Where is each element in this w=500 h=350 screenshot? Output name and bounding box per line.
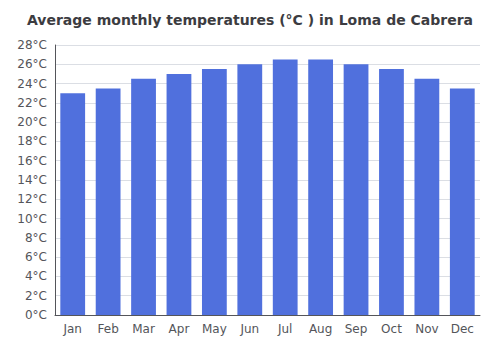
- svg-text:20°C: 20°C: [17, 115, 47, 129]
- svg-text:Dec: Dec: [451, 322, 474, 336]
- svg-text:Jan: Jan: [62, 322, 82, 336]
- svg-text:24°C: 24°C: [17, 77, 47, 91]
- svg-text:Sep: Sep: [345, 322, 368, 336]
- svg-text:26°C: 26°C: [17, 57, 47, 71]
- svg-text:4°C: 4°C: [25, 269, 47, 283]
- svg-text:Jul: Jul: [277, 322, 292, 336]
- svg-text:Feb: Feb: [98, 322, 119, 336]
- svg-text:10°C: 10°C: [17, 212, 47, 226]
- svg-text:Nov: Nov: [415, 322, 438, 336]
- svg-text:6°C: 6°C: [25, 250, 47, 264]
- svg-text:May: May: [202, 322, 227, 336]
- svg-text:Apr: Apr: [169, 322, 190, 336]
- svg-text:28°C: 28°C: [17, 38, 47, 52]
- svg-text:Oct: Oct: [381, 322, 402, 336]
- svg-text:Mar: Mar: [132, 322, 155, 336]
- svg-text:16°C: 16°C: [17, 154, 47, 168]
- svg-text:0°C: 0°C: [25, 308, 47, 322]
- svg-text:18°C: 18°C: [17, 134, 47, 148]
- svg-text:8°C: 8°C: [25, 231, 47, 245]
- svg-text:2°C: 2°C: [25, 289, 47, 303]
- svg-text:Aug: Aug: [309, 322, 332, 336]
- svg-text:12°C: 12°C: [17, 192, 47, 206]
- svg-text:Jun: Jun: [239, 322, 259, 336]
- svg-text:14°C: 14°C: [17, 173, 47, 187]
- svg-text:Average monthly temperatures (: Average monthly temperatures (°C ) in Lo…: [27, 12, 473, 28]
- svg-text:22°C: 22°C: [17, 96, 47, 110]
